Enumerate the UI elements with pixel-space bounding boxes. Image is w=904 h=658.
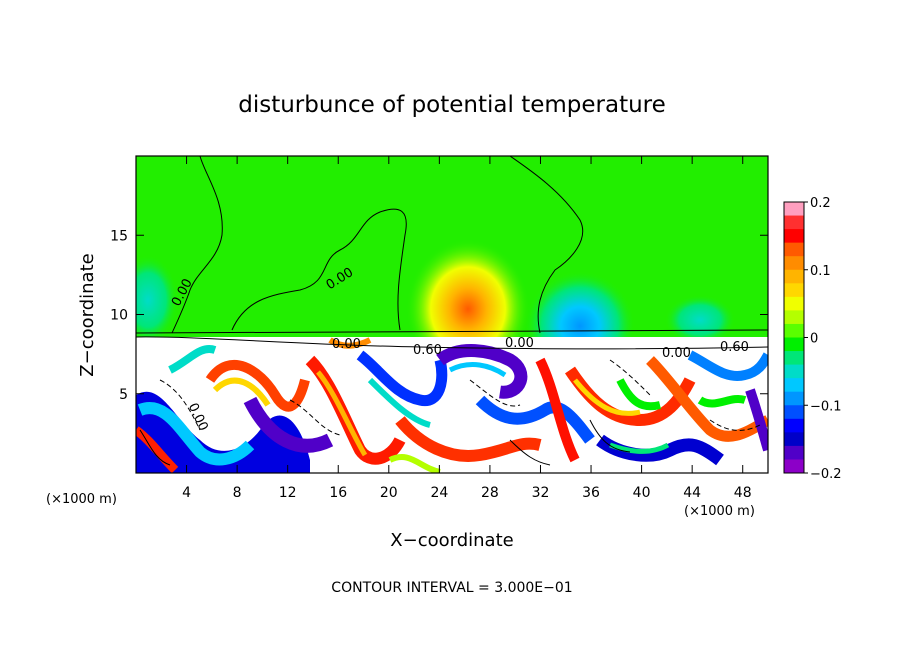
- colorbar-swatch: [784, 445, 804, 460]
- x-tick-label: 48: [734, 485, 752, 501]
- x-axis-unit: (×1000 m): [684, 504, 755, 519]
- x-tick-label: 28: [481, 485, 499, 501]
- cool-anomaly-blob-left: [136, 255, 178, 345]
- colorbar-swatch: [784, 459, 804, 474]
- contour-interval-note: CONTOUR INTERVAL = 3.000E−01: [331, 580, 572, 596]
- contour-label: 0.60: [413, 343, 442, 358]
- colorbar-swatch: [784, 337, 804, 352]
- y-axis-label: Z−coordinate: [77, 253, 98, 376]
- y-axis-ticks: 5 10 15: [110, 228, 768, 403]
- contour-label: 0.00: [662, 346, 691, 361]
- x-axis-label: X−coordinate: [390, 530, 513, 551]
- colorbar: [784, 202, 804, 474]
- colorbar-ticks: 0.2 0.1 0 −0.1 −0.2: [804, 196, 842, 482]
- colorbar-swatch: [784, 296, 804, 311]
- colorbar-swatch: [784, 364, 804, 379]
- colorbar-swatch: [784, 283, 804, 298]
- y-tick-label: 5: [119, 387, 128, 403]
- colorbar-swatch: [784, 351, 804, 366]
- y-tick-label: 10: [110, 308, 128, 324]
- colorbar-tick-label: 0.1: [810, 264, 831, 279]
- x-axis-ticks: 4 8 12 16 20 24 28 32 36 40 44 48: [182, 156, 752, 501]
- colorbar-swatch: [784, 256, 804, 271]
- y-tick-label: 15: [110, 228, 128, 244]
- colorbar-swatch: [784, 215, 804, 230]
- colorbar-tick-label: 0: [810, 332, 818, 347]
- colorbar-swatch: [784, 378, 804, 393]
- x-tick-label: 12: [279, 485, 297, 501]
- cool-anomaly-blob-right: [665, 295, 735, 345]
- x-tick-label: 44: [683, 485, 701, 501]
- x-tick-label: 24: [430, 485, 448, 501]
- turbulent-layer: [136, 337, 768, 473]
- contour-label-group: 0.00 0.00 0.00 0.60 0.00 0.60 0.00 0.00: [169, 265, 749, 433]
- colorbar-swatch: [784, 310, 804, 325]
- x-tick-label: 32: [532, 485, 550, 501]
- x-tick-label: 16: [329, 485, 347, 501]
- x-tick-label: 40: [633, 485, 651, 501]
- colorbar-swatch: [784, 418, 804, 433]
- colorbar-tick-label: 0.2: [810, 196, 831, 211]
- x-tick-label: 4: [182, 485, 191, 501]
- chart-title: disturbunce of potential temperature: [238, 92, 666, 118]
- contour-lines: [136, 156, 768, 466]
- x-tick-label: 8: [233, 485, 242, 501]
- contour-label: 0.00: [505, 336, 534, 351]
- contour-label: 0.60: [720, 340, 749, 355]
- colorbar-swatch: [784, 242, 804, 257]
- plot-area: 0.00 0.00 0.00 0.60 0.00 0.60 0.00 0.00: [136, 156, 768, 473]
- colorbar-tick-label: −0.2: [810, 467, 842, 482]
- contour-label: 0.00: [332, 337, 361, 352]
- colorbar-swatch: [784, 229, 804, 244]
- colorbar-swatch: [784, 202, 804, 217]
- colorbar-swatch: [784, 391, 804, 406]
- colorbar-tick-label: −0.1: [810, 399, 842, 414]
- x-tick-label: 20: [380, 485, 398, 501]
- colorbar-swatch: [784, 269, 804, 284]
- x-tick-label: 36: [582, 485, 600, 501]
- colorbar-swatch: [784, 432, 804, 447]
- colorbar-swatch: [784, 405, 804, 420]
- y-axis-unit: (×1000 m): [46, 492, 117, 507]
- colorbar-swatch: [784, 323, 804, 338]
